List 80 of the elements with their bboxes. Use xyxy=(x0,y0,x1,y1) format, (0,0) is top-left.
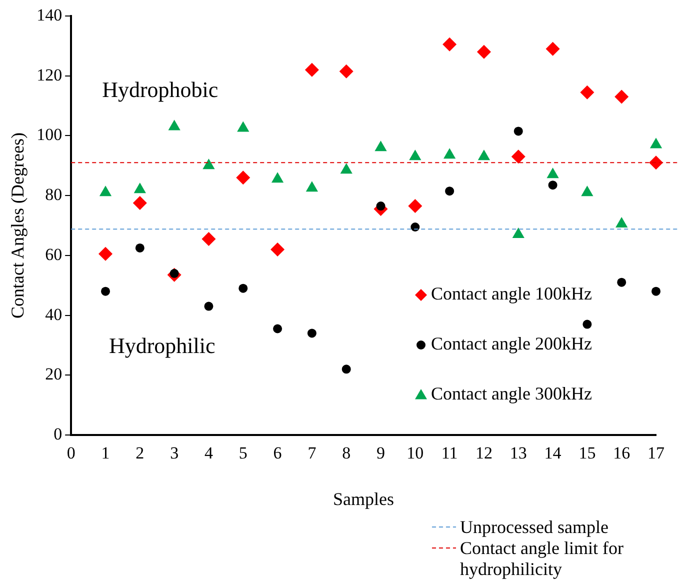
y-tick-label: 0 xyxy=(54,424,62,444)
point xyxy=(511,150,526,164)
point xyxy=(650,138,662,148)
point xyxy=(135,243,144,252)
point xyxy=(652,286,660,296)
point xyxy=(546,168,559,178)
point xyxy=(374,140,387,152)
point xyxy=(101,286,110,296)
y-tick-label: 140 xyxy=(36,5,62,24)
point xyxy=(237,121,250,132)
x-tick-label: 8 xyxy=(342,444,351,463)
point xyxy=(202,158,215,170)
x-tick-label: 17 xyxy=(648,444,665,463)
point xyxy=(476,44,491,59)
point xyxy=(98,246,113,261)
x-tick-label: 14 xyxy=(544,444,562,463)
y-tick-label: 60 xyxy=(45,244,62,264)
legend-label: Contact angle 200kHz xyxy=(431,334,592,354)
x-tick-label: 3 xyxy=(170,444,179,463)
y-tick-label: 120 xyxy=(36,65,62,84)
x-tick-label: 9 xyxy=(376,444,386,463)
point xyxy=(339,64,354,78)
point xyxy=(445,186,454,196)
point xyxy=(548,180,558,190)
y-axis-title: Contact Angles (Degrees) xyxy=(8,132,28,318)
x-tick-label: 12 xyxy=(475,444,492,463)
x-tick-label: 13 xyxy=(510,444,527,463)
y-tick-label: 40 xyxy=(45,304,62,324)
point xyxy=(616,217,628,228)
point xyxy=(478,150,490,160)
x-tick-label: 10 xyxy=(406,444,424,463)
annotation: Hydrophilic xyxy=(108,332,216,358)
x-axis-title: Samples xyxy=(333,488,394,509)
point xyxy=(99,186,112,196)
point xyxy=(236,170,250,185)
legend-label: Contact angle limit for hydrophilicity xyxy=(460,538,624,579)
point xyxy=(582,320,592,329)
x-tick-label: 16 xyxy=(613,444,630,463)
y-tick-label: 100 xyxy=(36,125,62,144)
point xyxy=(270,242,285,256)
point xyxy=(238,284,248,293)
point xyxy=(307,328,316,338)
point xyxy=(168,120,180,130)
x-tick-label: 11 xyxy=(441,444,458,463)
legend-label: Unprocessed sample xyxy=(460,517,608,537)
point xyxy=(580,85,594,100)
y-tick-label: 20 xyxy=(45,364,62,384)
point xyxy=(581,186,594,196)
x-tick-label: 6 xyxy=(273,444,282,463)
point xyxy=(408,199,422,214)
point xyxy=(514,126,523,136)
point xyxy=(442,37,457,52)
point xyxy=(204,302,214,311)
legend-label: Contact angle 100kHz xyxy=(431,284,592,304)
point xyxy=(649,156,663,170)
point xyxy=(614,90,629,104)
x-tick-label: 5 xyxy=(238,444,248,463)
x-tick-label: 15 xyxy=(578,444,596,463)
y-tick-label: 80 xyxy=(45,185,62,204)
point xyxy=(304,62,319,77)
annotation: Hydrophobic xyxy=(102,77,218,102)
point xyxy=(271,172,284,183)
point xyxy=(409,150,422,160)
x-tick-label: 2 xyxy=(136,444,144,463)
point xyxy=(444,148,456,159)
point xyxy=(546,42,560,56)
x-tick-label: 4 xyxy=(204,444,214,463)
point xyxy=(134,182,146,194)
x-tick-label: 7 xyxy=(308,444,317,463)
x-tick-label: 0 xyxy=(66,444,76,463)
x-tick-label: 1 xyxy=(101,444,110,463)
point xyxy=(617,278,626,287)
point xyxy=(410,222,420,232)
point xyxy=(340,163,352,174)
legend-label: Contact angle 300kHz xyxy=(431,384,592,404)
point xyxy=(342,364,351,374)
point xyxy=(202,232,216,246)
point xyxy=(273,324,282,334)
point xyxy=(132,196,147,210)
point xyxy=(306,181,318,192)
